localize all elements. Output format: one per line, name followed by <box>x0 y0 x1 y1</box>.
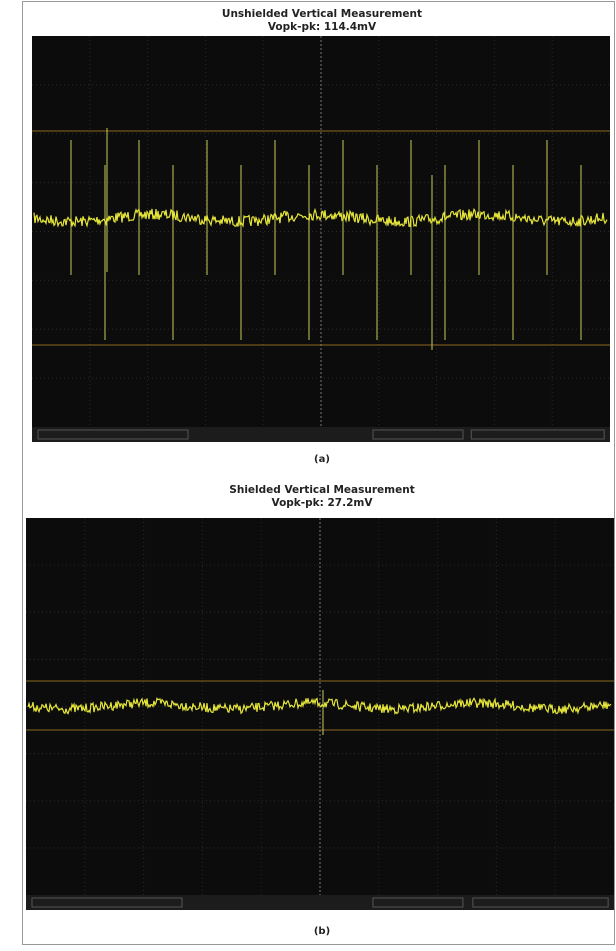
status-bar <box>32 427 610 442</box>
status-bar <box>26 895 614 910</box>
page: Unshielded Vertical Measurement Vopk-pk:… <box>0 0 616 947</box>
panel-subtitle: Vopk-pk: 114.4mV <box>268 21 377 33</box>
panel-caption: (a) <box>314 454 330 465</box>
panel-caption: (b) <box>314 926 330 937</box>
panel-title: Unshielded Vertical Measurement <box>222 8 422 20</box>
panel-subtitle: Vopk-pk: 27.2mV <box>272 497 374 509</box>
panel-title: Shielded Vertical Measurement <box>229 484 414 496</box>
figure: Unshielded Vertical Measurement Vopk-pk:… <box>0 0 616 947</box>
